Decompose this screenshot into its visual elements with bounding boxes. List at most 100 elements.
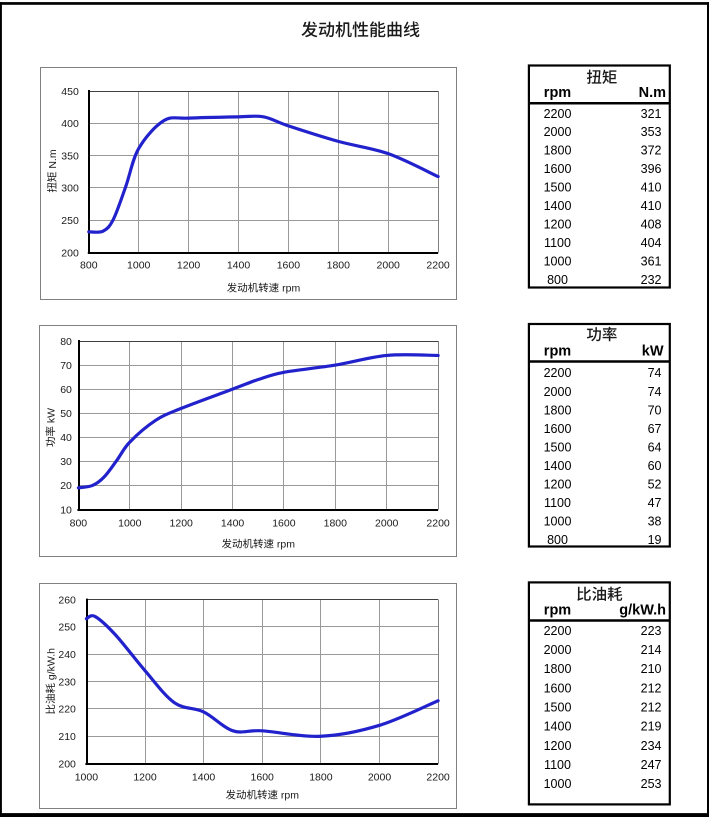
svg-text:1200: 1200 [170, 517, 194, 529]
svg-text:1600: 1600 [544, 422, 572, 436]
svg-text:1400: 1400 [227, 260, 251, 272]
svg-text:253: 253 [641, 777, 662, 791]
svg-text:70: 70 [648, 403, 662, 417]
svg-text:212: 212 [641, 681, 662, 695]
svg-text:1200: 1200 [544, 217, 572, 231]
svg-text:1200: 1200 [133, 772, 157, 784]
svg-text:rpm: rpm [278, 790, 299, 802]
svg-text:1000: 1000 [75, 772, 99, 784]
svg-text:N.m: N.m [47, 149, 59, 171]
svg-text:1000: 1000 [544, 515, 572, 529]
svg-text:800: 800 [80, 260, 98, 272]
svg-text:1600: 1600 [544, 681, 572, 695]
svg-text:1000: 1000 [544, 777, 572, 791]
svg-text:1800: 1800 [544, 144, 572, 158]
svg-text:1800: 1800 [544, 403, 572, 417]
svg-text:47: 47 [648, 496, 662, 510]
svg-text:rpm: rpm [279, 283, 300, 295]
svg-text:223: 223 [641, 624, 662, 638]
svg-text:10: 10 [60, 504, 72, 516]
svg-text:220: 220 [58, 704, 76, 716]
svg-text:19: 19 [648, 533, 662, 547]
svg-text:2200: 2200 [426, 772, 450, 784]
svg-text:74: 74 [648, 385, 662, 399]
svg-text:404: 404 [641, 236, 662, 250]
svg-text:321: 321 [641, 107, 662, 121]
svg-text:1000: 1000 [127, 260, 151, 272]
svg-text:30: 30 [60, 456, 72, 468]
svg-text:200: 200 [58, 758, 76, 770]
svg-text:g/kW.h: g/kW.h [45, 648, 57, 683]
svg-text:38: 38 [648, 515, 662, 529]
svg-text:372: 372 [641, 144, 662, 158]
svg-text:1000: 1000 [544, 254, 572, 268]
svg-text:1100: 1100 [544, 496, 571, 510]
svg-text:350: 350 [61, 150, 79, 162]
svg-text:800: 800 [547, 273, 568, 287]
svg-text:64: 64 [648, 440, 662, 454]
svg-text:353: 353 [641, 125, 662, 139]
svg-text:70: 70 [60, 360, 72, 372]
svg-text:1500: 1500 [544, 440, 572, 454]
svg-text:260: 260 [58, 594, 76, 606]
svg-text:1400: 1400 [192, 772, 216, 784]
svg-text:1200: 1200 [544, 478, 572, 492]
svg-text:2000: 2000 [544, 643, 572, 657]
svg-text:80: 80 [60, 336, 72, 348]
svg-text:N.m: N.m [639, 85, 666, 101]
svg-text:rpm: rpm [544, 85, 571, 101]
svg-text:2200: 2200 [426, 517, 450, 529]
svg-text:396: 396 [641, 162, 662, 176]
svg-text:1500: 1500 [544, 181, 572, 195]
svg-text:234: 234 [641, 739, 662, 753]
svg-text:2000: 2000 [544, 385, 572, 399]
svg-text:g/kW.h: g/kW.h [619, 603, 666, 619]
svg-text:361: 361 [641, 254, 662, 268]
svg-text:410: 410 [641, 181, 662, 195]
svg-text:52: 52 [648, 478, 662, 492]
svg-text:1800: 1800 [324, 517, 348, 529]
svg-text:250: 250 [58, 622, 76, 634]
svg-text:230: 230 [58, 676, 76, 688]
svg-text:800: 800 [70, 517, 88, 529]
svg-text:2200: 2200 [544, 366, 572, 380]
svg-text:200: 200 [61, 247, 79, 259]
svg-text:1200: 1200 [177, 260, 201, 272]
svg-text:1500: 1500 [544, 701, 572, 715]
svg-text:210: 210 [58, 731, 76, 743]
svg-text:1000: 1000 [118, 517, 142, 529]
svg-text:67: 67 [648, 422, 662, 436]
svg-text:2000: 2000 [377, 260, 401, 272]
svg-text:rpm: rpm [544, 344, 571, 360]
svg-text:210: 210 [641, 662, 662, 676]
svg-text:800: 800 [547, 533, 568, 547]
svg-text:rpm: rpm [274, 539, 295, 551]
svg-text:1600: 1600 [544, 162, 572, 176]
svg-text:300: 300 [61, 183, 79, 195]
svg-text:400: 400 [61, 118, 79, 130]
svg-text:219: 219 [641, 720, 662, 734]
svg-text:408: 408 [641, 217, 662, 231]
svg-text:60: 60 [648, 459, 662, 473]
svg-text:20: 20 [60, 480, 72, 492]
svg-text:kW: kW [642, 344, 664, 360]
svg-text:212: 212 [641, 701, 662, 715]
svg-text:240: 240 [58, 649, 76, 661]
svg-text:1100: 1100 [544, 758, 571, 772]
svg-text:247: 247 [641, 758, 662, 772]
svg-text:1400: 1400 [221, 517, 245, 529]
svg-text:1400: 1400 [544, 459, 572, 473]
svg-text:1800: 1800 [544, 662, 572, 676]
svg-text:1800: 1800 [327, 260, 351, 272]
svg-text:2000: 2000 [368, 772, 392, 784]
svg-text:74: 74 [648, 366, 662, 380]
svg-text:450: 450 [61, 86, 79, 98]
svg-text:1600: 1600 [277, 260, 301, 272]
svg-text:2200: 2200 [544, 624, 572, 638]
svg-text:2000: 2000 [375, 517, 399, 529]
svg-text:1600: 1600 [272, 517, 296, 529]
svg-text:1800: 1800 [309, 772, 333, 784]
svg-text:50: 50 [60, 408, 72, 420]
svg-text:1400: 1400 [544, 199, 572, 213]
svg-text:1400: 1400 [544, 720, 572, 734]
